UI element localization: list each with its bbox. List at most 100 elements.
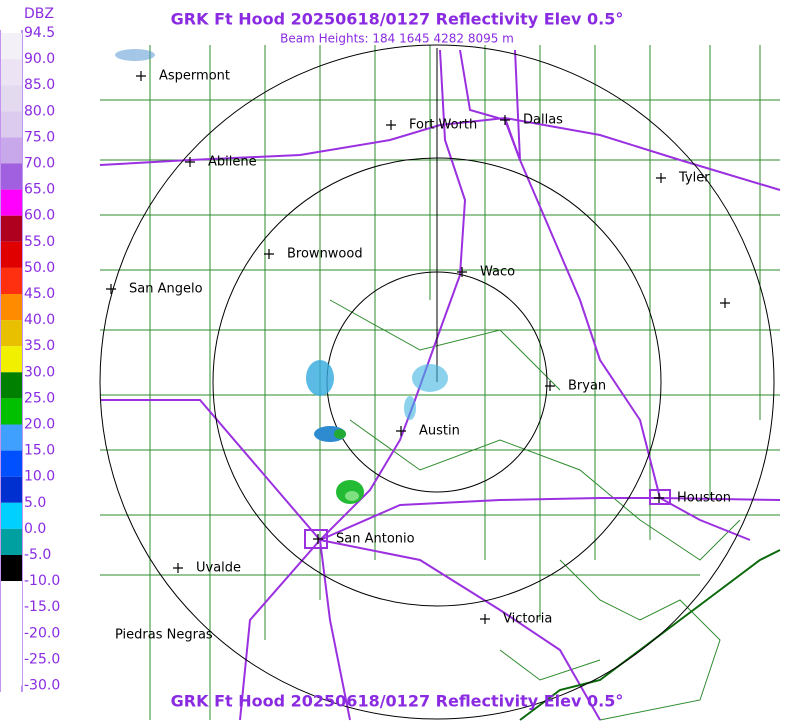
subtitle: Beam Heights: 184 1645 4282 8095 m — [280, 32, 514, 46]
legend-label: 5.0 — [24, 495, 46, 511]
legend-swatch — [1, 502, 22, 529]
city-label: Dallas — [523, 113, 563, 128]
legend-swatch — [1, 607, 22, 634]
city-marker — [720, 298, 730, 308]
legend-swatch — [1, 189, 22, 216]
legend-label: 70.0 — [24, 156, 55, 172]
legend-label: 60.0 — [24, 208, 55, 224]
city: Austin — [396, 424, 460, 439]
legend-label: 10.0 — [24, 469, 55, 485]
city-label: San Angelo — [129, 282, 203, 297]
city-label: Uvalde — [196, 561, 241, 576]
legend-swatch — [1, 294, 22, 321]
city-marker — [173, 563, 183, 573]
city-label: Aspermont — [159, 69, 230, 84]
legend-label: 25.0 — [24, 390, 55, 406]
legend-label: 35.0 — [24, 338, 55, 354]
legend-swatch — [1, 215, 22, 242]
legend-swatch — [1, 555, 22, 582]
legend-label: 20.0 — [24, 417, 55, 433]
legend-swatch — [1, 163, 22, 190]
city-marker — [185, 157, 195, 167]
city-marker — [396, 426, 406, 436]
legend-label: -20.0 — [24, 625, 60, 641]
legend-label: 50.0 — [24, 260, 55, 276]
city-marker — [545, 381, 555, 391]
city-label: Fort Worth — [409, 118, 477, 133]
footer-title: GRK Ft Hood 20250618/0127 Reflectivity E… — [171, 692, 624, 711]
legend-label: 30.0 — [24, 364, 55, 380]
legend-swatch — [1, 372, 22, 399]
legend-label: 0.0 — [24, 521, 46, 537]
legend-swatch — [1, 85, 22, 112]
city-label: Waco — [480, 265, 515, 280]
legend-swatch — [1, 633, 22, 660]
legend-label: 65.0 — [24, 182, 55, 198]
legend-label: -10.0 — [24, 573, 60, 589]
legend-label: -15.0 — [24, 599, 60, 615]
legend-label: 45.0 — [24, 286, 55, 302]
city-label: San Antonio — [336, 532, 415, 547]
legend-swatch — [1, 241, 22, 268]
legend-swatch — [1, 320, 22, 347]
city-label: Bryan — [568, 379, 606, 394]
city-label: Piedras Negras — [115, 628, 213, 643]
title: GRK Ft Hood 20250618/0127 Reflectivity E… — [171, 10, 624, 29]
city: Waco — [457, 265, 515, 280]
city-marker — [500, 115, 510, 125]
legend: DBZ 94.5 90.0 85.0 80.0 75.0 70.0 65.0 60.0 55.0… — [0, 6, 60, 694]
city-marker — [106, 284, 116, 294]
city-label: Brownwood — [287, 247, 363, 262]
legend-swatch — [1, 450, 22, 477]
legend-label: -30.0 — [24, 678, 60, 694]
city-marker — [264, 249, 274, 259]
city-marker — [313, 534, 323, 544]
city-label: Victoria — [503, 612, 552, 627]
city-label: Abilene — [208, 155, 257, 170]
legend-swatch — [1, 111, 22, 138]
city: San Antonio — [313, 532, 415, 547]
legend-label: 15.0 — [24, 443, 55, 459]
legend-label: 75.0 — [24, 129, 55, 145]
legend-label: -5.0 — [24, 547, 51, 563]
city-label: Houston — [677, 491, 731, 506]
legend-swatch — [1, 424, 22, 451]
city-marker — [136, 71, 146, 81]
city: Victoria — [480, 612, 552, 627]
legend-swatch — [1, 476, 22, 503]
city: Uvalde — [173, 561, 241, 576]
legend-label: 80.0 — [24, 103, 55, 119]
legend-swatch — [1, 659, 22, 686]
legend-title: DBZ — [24, 6, 54, 22]
legend-swatch — [1, 267, 22, 294]
legend-swatch — [1, 137, 22, 164]
city: Houston — [654, 491, 731, 506]
city-marker — [457, 267, 467, 277]
city: Piedras Negras — [115, 628, 213, 643]
city-marker — [656, 173, 666, 183]
city: Dallas — [500, 113, 563, 128]
city-marker — [654, 493, 664, 503]
city-label: Austin — [419, 424, 460, 439]
city: Abilene — [185, 155, 257, 170]
legend-label: 40.0 — [24, 312, 55, 328]
legend-swatch — [1, 528, 22, 555]
city: Brownwood — [264, 247, 363, 262]
legend-label: -25.0 — [24, 651, 60, 667]
city-marker — [386, 120, 396, 130]
city: Bryan — [545, 379, 606, 394]
city: San Angelo — [106, 282, 203, 297]
legend-label: 90.0 — [24, 51, 55, 67]
legend-swatch — [1, 33, 22, 60]
legend-label: 55.0 — [24, 234, 55, 250]
legend-swatch — [1, 346, 22, 373]
legend-label: 85.0 — [24, 77, 55, 93]
city: Aspermont — [136, 69, 230, 84]
legend-label: 94.5 — [24, 25, 55, 41]
legend-swatch — [1, 59, 22, 86]
city-label: Tyler — [678, 171, 710, 186]
city-marker — [480, 614, 490, 624]
legend-swatch — [1, 581, 22, 608]
